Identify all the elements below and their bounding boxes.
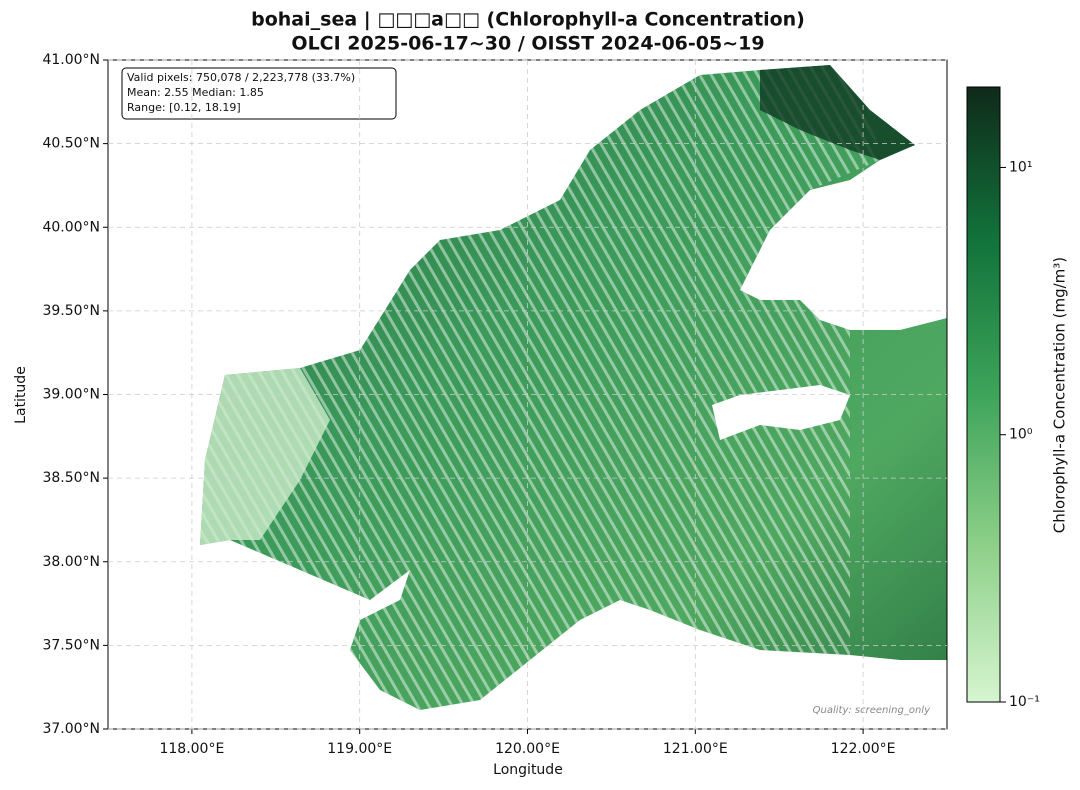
- y-tick-label: 39.50°N: [42, 303, 100, 319]
- stats-line: Mean: 2.55 Median: 1.85: [127, 86, 264, 99]
- land: [712, 385, 850, 440]
- swath-stripes: [200, 65, 880, 710]
- y-axis-label: Latitude: [13, 366, 29, 424]
- y-tick-label: 38.50°N: [42, 470, 100, 486]
- map-area: [200, 65, 947, 710]
- x-tick-label: 118.00°E: [159, 741, 224, 757]
- y-tick-label: 39.00°N: [42, 387, 100, 403]
- y-tick-label: 37.50°N: [42, 637, 100, 653]
- quality-note: Quality: screening_only: [813, 705, 931, 716]
- x-axis-label: Longitude: [493, 762, 563, 778]
- coastal-water: [760, 65, 915, 160]
- y-tick-label: 37.00°N: [42, 721, 100, 737]
- colorbar: [966, 86, 1001, 703]
- colorbar-label: Chlorophyll-a Concentration (mg/m³): [1051, 257, 1069, 533]
- colorbar-tick-label: 10¹: [1009, 159, 1032, 175]
- chart-title: bohai_sea | □□□a□□ (Chlorophyll-a Concen…: [251, 9, 805, 31]
- stats-box: [121, 67, 397, 120]
- y-tick-label: 40.50°N: [42, 136, 100, 152]
- stats-line: Range: [0.12, 18.19]: [127, 101, 241, 114]
- coastal-water: [200, 368, 330, 545]
- colorbar-tick-label: 10⁻¹: [1009, 694, 1040, 710]
- x-tick-label: 119.00°E: [327, 741, 392, 757]
- y-tick-label: 40.00°N: [42, 219, 100, 235]
- x-tick-label: 122.00°E: [831, 741, 896, 757]
- colorbar-tick-label: 10⁰: [1009, 427, 1033, 443]
- x-tick-label: 121.00°E: [663, 741, 728, 757]
- x-tick-label: 120.00°E: [495, 741, 560, 757]
- stats-line: Valid pixels: 750,078 / 2,223,778 (33.7%…: [127, 71, 355, 84]
- y-tick-label: 38.00°N: [42, 554, 100, 570]
- y-tick-label: 41.00°N: [42, 52, 100, 68]
- chart-subtitle: OLCI 2025-06-17~30 / OISST 2024-06-05~19: [291, 33, 764, 55]
